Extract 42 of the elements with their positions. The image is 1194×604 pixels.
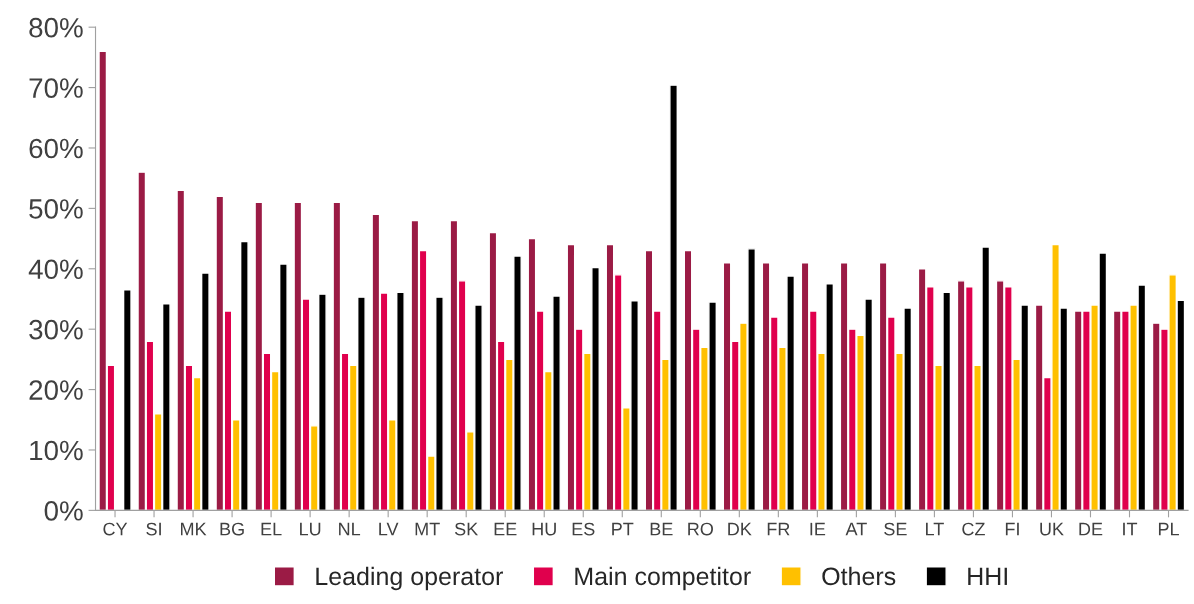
legend-label: Main competitor (575, 566, 751, 591)
x-tick-label: IT (1123, 522, 1138, 536)
x-tick-label: IE (810, 522, 826, 536)
x-tick-label: LU (300, 522, 321, 536)
x-tick-label: EL (261, 522, 282, 536)
x-tick-label: FR (767, 522, 790, 536)
x-tick-label: NL (339, 522, 361, 536)
y-tick-label: 10% (30, 440, 83, 461)
legend-label: HHI (968, 567, 1007, 585)
bar (122, 289, 132, 511)
legend-label: Others (822, 566, 896, 586)
x-tick-label: PT (612, 522, 634, 536)
x-tick-label: UK (1040, 522, 1064, 536)
x-tick-label: MT (415, 522, 440, 536)
x-tick-label: DE (1079, 522, 1103, 536)
x-tick-label: SE (884, 522, 907, 536)
x-tick-label: MK (181, 522, 207, 536)
x-tick-label: HU (532, 522, 556, 536)
y-tick-label: 30% (29, 319, 83, 340)
x-tick-label: PL (1158, 522, 1179, 536)
y-tick-label: 70% (29, 78, 83, 98)
x-tick-label: LV (379, 522, 399, 536)
y-tick-label: 60% (29, 138, 83, 159)
x-tick-label: FI (1005, 522, 1019, 536)
x-tick-label: BG (220, 522, 244, 536)
legend-label: Leading operator (316, 566, 503, 591)
x-tick-label: DK (728, 522, 752, 536)
x-tick-label: ES (572, 522, 595, 536)
x-tick-label: SI (146, 522, 161, 536)
y-tick-label: 20% (29, 380, 83, 400)
x-tick-label: LT (926, 522, 944, 536)
x-tick-label: CY (103, 522, 128, 536)
x-tick-label: EE (494, 522, 517, 536)
x-tick-label: RO (688, 522, 713, 536)
y-tick-label: 0% (44, 501, 83, 521)
y-tick-label: 80% (29, 17, 83, 38)
x-tick-label: AT (845, 522, 867, 536)
x-tick-label: BE (650, 522, 673, 536)
y-tick-label: 40% (28, 259, 83, 280)
x-tick-label: CZ (962, 522, 985, 536)
x-tick-label: SK (454, 522, 479, 536)
y-tick-label: 50% (29, 199, 83, 219)
